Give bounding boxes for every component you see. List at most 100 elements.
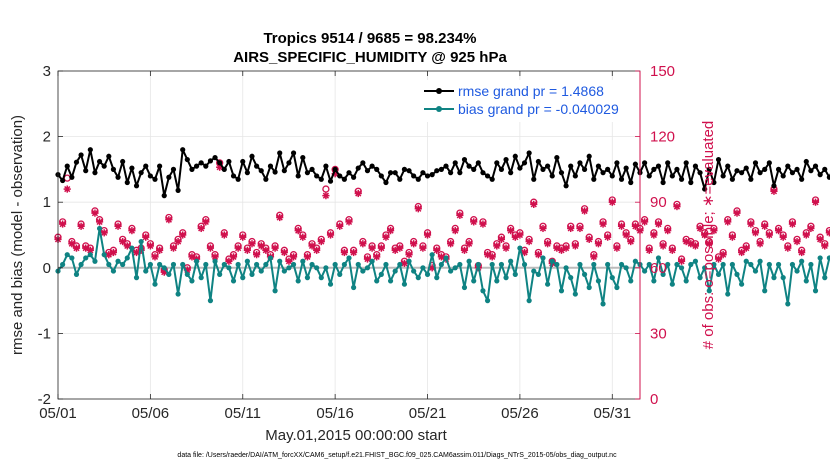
bias-point — [803, 278, 809, 284]
evaluated-obs-stroke — [687, 240, 694, 247]
evaluated-obs-marker — [784, 244, 792, 252]
bias-point — [549, 258, 555, 264]
rmse-point — [230, 173, 237, 179]
evaluated-obs-marker — [742, 244, 750, 252]
evaluated-obs-marker — [225, 257, 233, 265]
evaluated-obs-stroke — [720, 251, 727, 258]
bias-point — [618, 261, 625, 268]
evaluated-obs-stroke — [447, 240, 454, 247]
evaluated-obs-stroke — [553, 244, 560, 252]
rmse-point — [743, 165, 749, 171]
evaluated-obs-stroke — [821, 242, 828, 250]
bias-point — [152, 281, 158, 287]
bias-point — [327, 281, 334, 287]
evaluated-obs-stroke — [165, 216, 172, 223]
rmse-point — [203, 163, 209, 169]
evaluated-obs-marker — [728, 233, 736, 241]
evaluated-obs-stroke — [692, 242, 699, 250]
bias-point — [720, 261, 726, 268]
evaluated-obs-marker — [774, 227, 783, 235]
rmse-point — [757, 170, 763, 176]
evaluated-obs-marker — [502, 244, 510, 252]
evaluated-obs-stroke — [770, 188, 778, 195]
bias-point — [392, 268, 398, 274]
evaluated-obs-marker — [322, 192, 330, 200]
y-tick-label: 2 — [43, 129, 51, 146]
bias-point — [494, 278, 500, 284]
bias-line — [57, 227, 830, 305]
rmse-point — [711, 179, 717, 186]
rmse-point — [632, 161, 638, 167]
rmse-point — [438, 166, 444, 172]
bias-point — [655, 255, 662, 261]
bias-point — [411, 268, 417, 274]
evaluated-obs-stroke — [516, 231, 524, 239]
evaluated-obs-stroke — [456, 212, 463, 219]
bias-point — [660, 271, 666, 277]
bias-point — [762, 288, 768, 294]
evaluated-obs-marker — [229, 253, 238, 261]
bias-point — [678, 265, 685, 271]
bias-point — [318, 275, 324, 281]
y2-tick-label: 0 — [650, 391, 658, 408]
evaluated-obs-stroke — [350, 249, 357, 256]
rmse-point — [295, 173, 301, 179]
evaluated-obs-stroke — [562, 244, 570, 252]
evaluated-obs-marker — [650, 231, 658, 239]
rmse-point — [138, 170, 144, 176]
evaluated-obs-stroke — [359, 240, 366, 247]
rmse-point — [591, 176, 597, 182]
evaluated-obs-marker — [262, 246, 270, 254]
x-tick-label: 05/16 — [316, 405, 354, 422]
evaluated-obs-marker — [423, 231, 432, 239]
evaluated-obs-stroke — [604, 234, 611, 241]
bias-point — [240, 275, 246, 281]
evaluated-obs-marker — [802, 231, 810, 239]
evaluated-obs-marker — [738, 248, 746, 257]
bias-point — [484, 298, 491, 304]
bias-point — [351, 284, 357, 291]
rmse-point — [184, 156, 190, 163]
rmse-point — [535, 158, 541, 165]
rmse-point — [697, 170, 703, 176]
rmse-point — [244, 170, 250, 176]
evaluated-obs-marker — [798, 248, 806, 257]
rmse-point — [286, 160, 292, 166]
evaluated-obs-marker — [368, 244, 376, 252]
y-axis-label: rmse and bias (model - observation) — [9, 115, 26, 355]
rmse-point — [254, 163, 260, 169]
bias-point — [406, 258, 412, 264]
evaluated-obs-stroke — [401, 260, 408, 267]
evaluated-obs-stroke — [174, 238, 182, 245]
rmse-point — [471, 166, 477, 172]
bias-series — [55, 225, 830, 307]
evaluated-obs-stroke — [683, 238, 690, 245]
evaluated-obs-marker — [696, 224, 704, 233]
bias-point — [743, 258, 749, 264]
evaluated-obs-stroke — [627, 238, 634, 245]
rmse-point — [161, 193, 167, 199]
rmse-point — [688, 179, 694, 186]
evaluated-obs-marker — [410, 240, 418, 248]
x-tick-label: 05/06 — [132, 405, 170, 422]
bias-point — [812, 288, 819, 294]
rmse-point — [531, 176, 537, 182]
rmse-point — [448, 170, 454, 176]
bias-point — [281, 268, 287, 274]
evaluated-obs-marker — [627, 237, 635, 246]
rmse-point — [351, 174, 357, 180]
bias-point — [697, 275, 703, 281]
rmse-point — [133, 183, 140, 189]
evaluated-obs-marker — [100, 229, 108, 237]
rmse-point — [92, 170, 98, 176]
evaluated-obs-marker — [604, 233, 612, 241]
rmse-point — [642, 160, 648, 166]
rmse-point — [73, 159, 80, 165]
evaluated-obs-marker — [363, 255, 372, 263]
evaluated-obs-stroke — [710, 227, 718, 234]
evaluated-obs-stroke — [729, 234, 736, 241]
bias-point — [789, 261, 796, 268]
bias-point — [230, 278, 237, 284]
bias-point — [808, 261, 814, 268]
bias-point — [512, 271, 518, 277]
